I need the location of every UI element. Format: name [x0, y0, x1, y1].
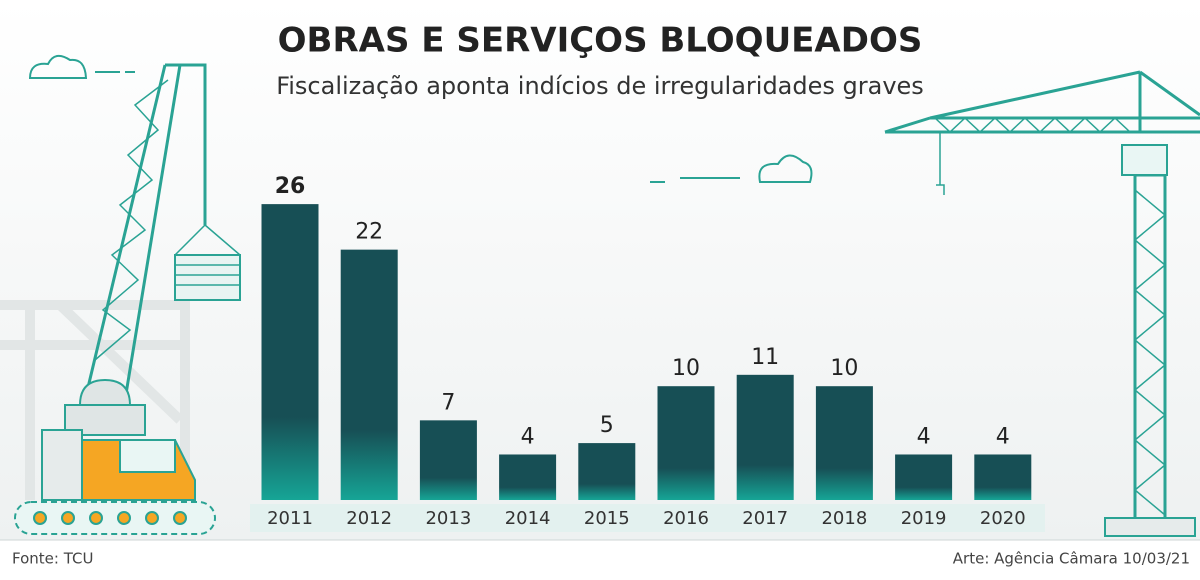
source: Fonte: TCU — [12, 550, 93, 568]
bar — [895, 454, 953, 500]
cloud-decoration — [28, 54, 813, 183]
bar — [499, 454, 557, 500]
value-label: 4 — [996, 424, 1010, 449]
value-label: 11 — [751, 345, 779, 370]
bar — [736, 374, 794, 500]
value-label: 26 — [275, 174, 306, 199]
chart-title: OBRAS E SERVIÇOS BLOQUEADOS — [278, 21, 923, 61]
bar — [419, 420, 477, 500]
bar — [974, 454, 1032, 500]
x-tick-label: 2019 — [901, 508, 947, 529]
x-tick-label: 2020 — [980, 508, 1026, 529]
bar — [657, 386, 715, 500]
value-label: 4 — [521, 424, 535, 449]
bar — [578, 443, 636, 500]
x-tick-label: 2011 — [267, 508, 313, 529]
x-tick-label: 2016 — [663, 508, 709, 529]
x-tick-label: 2017 — [742, 508, 788, 529]
x-tick-label: 2013 — [425, 508, 471, 529]
value-label: 7 — [441, 390, 455, 415]
x-tick-label: 2018 — [821, 508, 867, 529]
value-label: 4 — [917, 424, 931, 449]
left-crane-decoration — [14, 63, 241, 535]
chart-subtitle: Fiscalização aponta indícios de irregula… — [276, 72, 924, 100]
value-label: 10 — [672, 356, 700, 381]
right-crane-decoration — [884, 70, 1200, 537]
value-label: 5 — [600, 413, 614, 438]
value-label: 22 — [355, 220, 383, 245]
x-tick-label: 2012 — [346, 508, 392, 529]
x-tick-label: 2014 — [505, 508, 551, 529]
bar — [261, 204, 319, 500]
bar — [815, 386, 873, 500]
scaffold-decoration — [0, 300, 190, 500]
bar — [340, 249, 398, 500]
x-tick-label: 2015 — [584, 508, 630, 529]
category-band — [250, 504, 1045, 532]
credit: Arte: Agência Câmara 10/03/21 — [953, 550, 1190, 568]
value-label: 10 — [830, 356, 858, 381]
